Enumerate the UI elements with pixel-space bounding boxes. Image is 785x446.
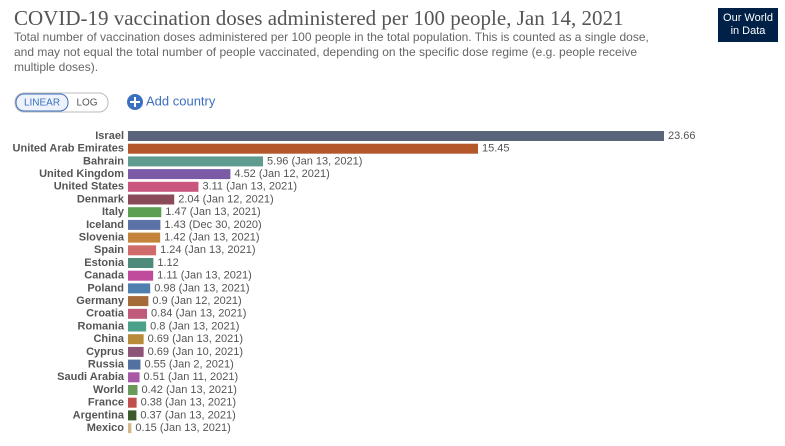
category-label: Slovenia [79, 232, 125, 244]
value-label: 1.43 (Dec 30, 2020) [164, 219, 261, 231]
bar [128, 207, 162, 218]
category-label: France [88, 397, 124, 409]
bar [128, 321, 147, 332]
bar [128, 359, 141, 370]
value-label: 4.52 (Jan 12, 2021) [234, 168, 329, 180]
bar [128, 245, 157, 256]
category-label: United Arab Emirates [13, 143, 124, 155]
bar [128, 270, 154, 281]
category-label: Iceland [86, 219, 124, 231]
add-country[interactable]: Add country [146, 93, 216, 108]
category-label: Germany [76, 295, 125, 307]
value-label: 0.51 (Jan 11, 2021) [144, 371, 239, 383]
bar [128, 308, 148, 319]
category-label: Denmark [77, 193, 125, 205]
value-label: 1.24 (Jan 13, 2021) [160, 244, 255, 256]
value-label: 1.11 (Jan 13, 2021) [157, 270, 252, 282]
bar [128, 131, 664, 141]
value-label: 1.42 (Jan 13, 2021) [164, 232, 259, 244]
value-label: 3.11 (Jan 13, 2021) [202, 181, 297, 193]
bar [128, 181, 199, 192]
bar [128, 334, 144, 345]
value-label: 0.9 (Jan 12, 2021) [152, 295, 241, 307]
category-label: United Kingdom [39, 168, 124, 180]
bar [128, 385, 138, 395]
category-label: Poland [87, 282, 124, 294]
bar [128, 397, 137, 408]
subtitle: Total number of vaccination doses admini… [14, 30, 649, 44]
category-label: United States [54, 181, 124, 193]
category-label: Italy [102, 206, 125, 218]
category-label: Mexico [87, 422, 125, 434]
category-label: Spain [94, 244, 124, 256]
bar [128, 219, 161, 230]
bar [128, 283, 151, 294]
value-label: 1.12 [157, 257, 178, 269]
value-label: 0.69 (Jan 13, 2021) [148, 333, 243, 345]
subtitle: and may not equal the total number of pe… [14, 45, 637, 59]
bar [128, 410, 137, 421]
category-label: China [93, 333, 124, 345]
bar [128, 296, 149, 307]
category-label: Israel [95, 130, 124, 142]
category-label: Russia [88, 359, 125, 371]
value-label: 1.47 (Jan 13, 2021) [165, 206, 260, 218]
category-label: Croatia [86, 308, 125, 320]
category-label: Cyprus [86, 346, 124, 358]
logo-text: in Data [731, 25, 767, 37]
bar [128, 372, 140, 383]
category-label: Romania [78, 320, 125, 332]
bar [128, 156, 264, 167]
linear-button[interactable] [15, 93, 69, 112]
linear-label: LINEAR [24, 98, 60, 109]
bar [128, 143, 479, 154]
bar [128, 346, 144, 357]
value-label: 0.84 (Jan 13, 2021) [151, 308, 246, 320]
value-label: 15.45 [482, 143, 510, 155]
log-button[interactable]: LOG [76, 98, 97, 109]
category-label: Estonia [84, 257, 125, 269]
category-label: Argentina [73, 409, 125, 421]
logo[interactable] [718, 8, 778, 42]
value-label: 0.42 (Jan 13, 2021) [142, 384, 237, 396]
chart-title: COVID-19 vaccination doses administered … [14, 6, 623, 30]
value-label: 0.69 (Jan 10, 2021) [148, 346, 243, 358]
category-label: Canada [84, 270, 125, 282]
category-label: Saudi Arabia [57, 371, 125, 383]
bar [128, 258, 154, 268]
value-label: 0.55 (Jan 2, 2021) [144, 359, 233, 371]
bar [128, 194, 175, 205]
logo-text: Our World [723, 12, 773, 24]
category-label: Bahrain [83, 155, 124, 167]
value-label: 0.37 (Jan 13, 2021) [140, 409, 235, 421]
value-label: 2.04 (Jan 12, 2021) [178, 193, 273, 205]
value-label: 5.96 (Jan 13, 2021) [267, 155, 362, 167]
value-label: 0.38 (Jan 13, 2021) [141, 397, 236, 409]
value-label: 0.98 (Jan 13, 2021) [154, 282, 249, 294]
add-plus [130, 97, 140, 107]
bar [128, 169, 231, 180]
value-label: 0.15 (Jan 13, 2021) [135, 422, 230, 434]
category-label: World [93, 384, 124, 396]
bar [128, 423, 132, 434]
value-label: 23.66 [668, 130, 696, 142]
subtitle: multiple doses). [14, 60, 98, 74]
bar [128, 232, 161, 243]
bars: Israel 23.66 United Arab Emirates 15.45 Bahr… [13, 130, 696, 434]
value-label: 0.8 (Jan 13, 2021) [150, 320, 239, 332]
